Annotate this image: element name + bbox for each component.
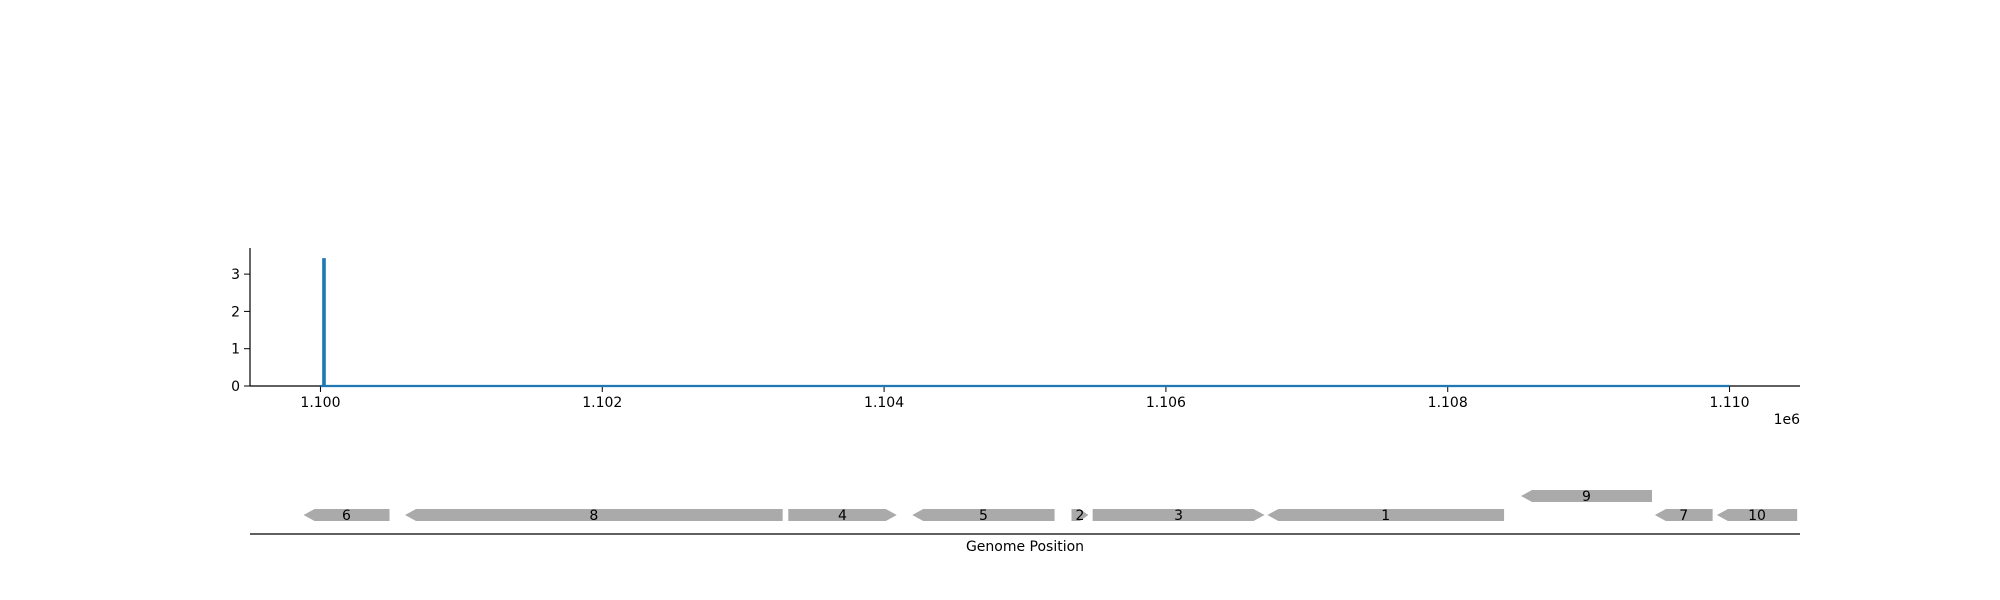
y-tick-label: 0 — [231, 379, 240, 395]
gene-label: 9 — [1582, 489, 1591, 505]
gene-arrow — [405, 509, 783, 521]
x-offset-label: 1e6 — [1774, 412, 1801, 428]
x-tick-label: 1.110 — [1709, 395, 1749, 411]
gene-label: 6 — [342, 508, 351, 524]
gene-arrow — [1071, 509, 1089, 521]
gene-track-xlabel: Genome Position — [966, 539, 1084, 555]
gene-label: 8 — [589, 508, 598, 524]
gene-track: 6 8 4 5 2 3 1 9 7 10 Genome Position — [250, 489, 1800, 555]
gene-arrow — [1092, 509, 1265, 521]
y-tick-label: 3 — [231, 267, 240, 283]
gene-arrow — [788, 509, 897, 521]
x-tick-label: 1.102 — [582, 395, 622, 411]
y-ticks: 0 1 2 3 — [231, 267, 250, 395]
x-tick-label: 1.108 — [1428, 395, 1468, 411]
gene-arrow — [1521, 490, 1653, 502]
gene-arrow — [1654, 509, 1713, 521]
coverage-line — [320, 258, 1730, 388]
y-tick-label: 2 — [231, 304, 240, 320]
coverage-plot: 0 1 2 3 1.100 1.102 1.104 1.106 1.108 1.110 1e6 — [231, 248, 1800, 428]
gene-label: 1 — [1381, 508, 1390, 524]
x-ticks: 1.100 1.102 1.104 1.106 1.108 1.110 — [300, 386, 1750, 411]
gene-label: 5 — [979, 508, 988, 524]
gene-arrow — [912, 509, 1055, 521]
gene-arrow — [1267, 509, 1505, 521]
gene-label: 4 — [838, 508, 847, 524]
gene-label: 2 — [1075, 508, 1084, 524]
gene-label: 10 — [1748, 508, 1766, 524]
y-tick-label: 1 — [231, 342, 240, 358]
x-tick-label: 1.106 — [1146, 395, 1186, 411]
x-tick-label: 1.104 — [864, 395, 904, 411]
series-layer — [320, 258, 1730, 388]
x-tick-label: 1.100 — [300, 395, 340, 411]
genes-layer: 6 8 4 5 2 3 1 9 7 10 — [303, 489, 1798, 524]
gene-arrow — [1716, 509, 1798, 521]
gene-label: 7 — [1679, 508, 1688, 524]
gene-label: 3 — [1174, 508, 1183, 524]
gene-arrow — [303, 509, 390, 521]
